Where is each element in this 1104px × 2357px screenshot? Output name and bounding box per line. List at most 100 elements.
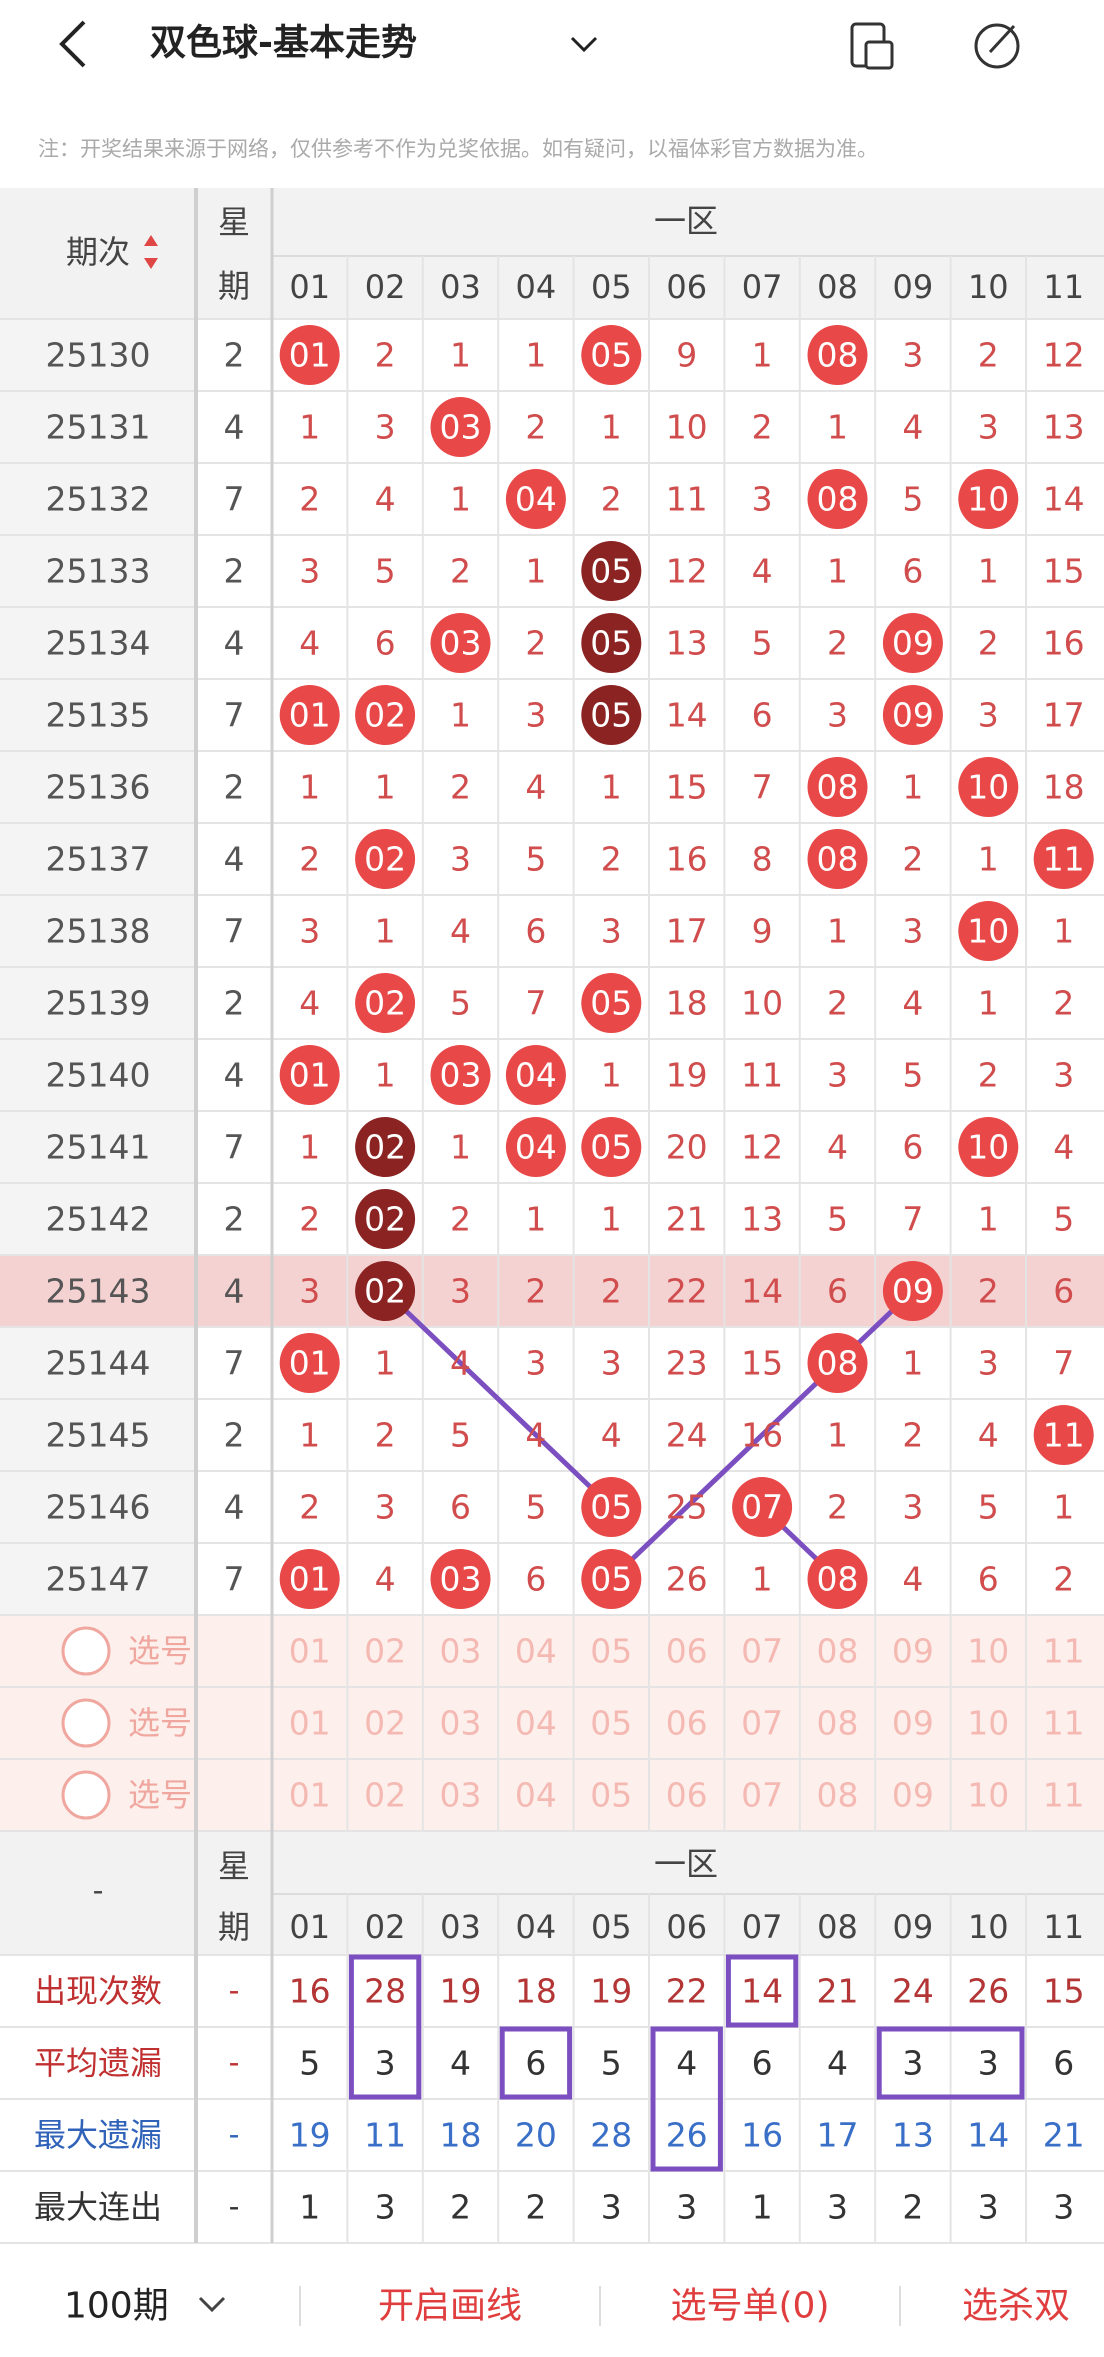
stats-value: 13 <box>892 2116 934 2155</box>
miss-count: 5 <box>525 840 546 879</box>
select-number[interactable]: 11 <box>1043 1776 1085 1815</box>
select-number[interactable]: 01 <box>289 1704 331 1743</box>
stats-value: 3 <box>601 2188 622 2227</box>
miss-count: 1 <box>752 1560 773 1599</box>
stats-column-label: 01 <box>289 1908 330 1946</box>
period: 25145 <box>46 1416 151 1455</box>
footer-button[interactable]: 开启画线 <box>378 2286 522 2327</box>
stats-column-label: 07 <box>742 1908 783 1946</box>
highlight-box <box>499 2026 573 2100</box>
weekday: 7 <box>224 696 245 735</box>
select-number[interactable]: 05 <box>590 1776 632 1815</box>
miss-count: 1 <box>601 768 622 807</box>
miss-count: 3 <box>299 1272 320 1311</box>
miss-count: 2 <box>1053 984 1074 1023</box>
miss-count: 6 <box>525 912 546 951</box>
select-number[interactable]: 02 <box>364 1704 406 1743</box>
select-number[interactable]: 04 <box>515 1776 557 1815</box>
stats-column-label: 05 <box>591 1908 632 1946</box>
select-number[interactable]: 11 <box>1043 1704 1085 1743</box>
select-radio[interactable] <box>61 1698 111 1748</box>
miss-count: 3 <box>525 696 546 735</box>
stats-label: 最大遗漏 <box>34 2116 162 2154</box>
select-number[interactable]: 08 <box>817 1632 859 1671</box>
miss-count: 6 <box>450 1488 471 1527</box>
column-label: 07 <box>742 268 783 306</box>
title-dropdown[interactable] <box>570 36 598 53</box>
stats-weekday: - <box>229 2190 240 2225</box>
miss-count: 1 <box>1053 912 1074 951</box>
select-number[interactable]: 08 <box>817 1776 859 1815</box>
ball <box>505 1045 566 1105</box>
stats-weekday: - <box>229 1974 240 2009</box>
ball <box>807 757 868 817</box>
select-number[interactable]: 06 <box>666 1704 708 1743</box>
select-number[interactable]: 09 <box>892 1704 934 1743</box>
column-label: 01 <box>289 268 330 306</box>
miss-count: 1 <box>978 840 999 879</box>
ball <box>958 757 1019 817</box>
select-label[interactable]: 选号 <box>128 1632 192 1670</box>
miss-count: 4 <box>902 408 923 447</box>
ball-number: 11 <box>1043 1416 1085 1455</box>
ball <box>430 1549 491 1609</box>
select-radio[interactable] <box>61 1770 111 1820</box>
weekday: 4 <box>224 1056 245 1095</box>
ball-number: 09 <box>892 624 934 663</box>
select-number[interactable]: 09 <box>892 1632 934 1671</box>
back-button[interactable] <box>59 20 86 68</box>
miss-count: 26 <box>666 1560 708 1599</box>
share-icon[interactable] <box>850 22 894 70</box>
miss-count: 2 <box>525 624 546 663</box>
edit-icon[interactable] <box>974 23 1020 69</box>
select-number[interactable]: 09 <box>892 1776 934 1815</box>
select-number[interactable]: 05 <box>590 1704 632 1743</box>
select-number[interactable]: 10 <box>967 1704 1009 1743</box>
trend-line <box>383 1289 614 1509</box>
select-number[interactable]: 01 <box>289 1776 331 1815</box>
select-number[interactable]: 07 <box>741 1776 783 1815</box>
miss-count: 5 <box>902 480 923 519</box>
period-dropdown[interactable] <box>198 2296 226 2313</box>
miss-count: 3 <box>978 696 999 735</box>
miss-count: 3 <box>1053 1056 1074 1095</box>
select-number[interactable]: 04 <box>515 1704 557 1743</box>
select-number[interactable]: 07 <box>741 1632 783 1671</box>
select-number[interactable]: 06 <box>666 1776 708 1815</box>
select-number[interactable]: 06 <box>666 1632 708 1671</box>
select-number[interactable]: 11 <box>1043 1632 1085 1671</box>
select-number[interactable]: 03 <box>440 1632 482 1671</box>
select-number[interactable]: 03 <box>440 1704 482 1743</box>
select-number[interactable]: 02 <box>364 1776 406 1815</box>
miss-count: 22 <box>666 1272 708 1311</box>
select-number[interactable]: 01 <box>289 1632 331 1671</box>
period: 25138 <box>46 912 151 951</box>
ball <box>807 469 868 529</box>
select-number[interactable]: 04 <box>515 1632 557 1671</box>
period-selector[interactable]: 100期 <box>64 2286 169 2327</box>
select-radio[interactable] <box>61 1626 111 1676</box>
miss-count: 1 <box>902 768 923 807</box>
miss-count: 5 <box>1053 1200 1074 1239</box>
ball-number: 08 <box>817 1344 859 1383</box>
ball <box>430 1045 491 1105</box>
select-number[interactable]: 10 <box>967 1776 1009 1815</box>
select-number[interactable]: 08 <box>817 1704 859 1743</box>
ball <box>581 325 642 385</box>
column-label: 11 <box>1043 268 1084 306</box>
footer-button[interactable]: 选杀双 <box>962 2286 1070 2327</box>
select-number[interactable]: 03 <box>440 1776 482 1815</box>
select-number[interactable]: 07 <box>741 1704 783 1743</box>
column-label: 10 <box>968 268 1009 306</box>
ball <box>279 685 340 745</box>
select-number[interactable]: 10 <box>967 1632 1009 1671</box>
period: 25136 <box>46 768 151 807</box>
period: 25135 <box>46 696 151 735</box>
select-label[interactable]: 选号 <box>128 1704 192 1742</box>
weekday: 2 <box>224 768 245 807</box>
select-label[interactable]: 选号 <box>128 1776 192 1814</box>
footer-button[interactable]: 选号单(0) <box>671 2286 830 2327</box>
select-number[interactable]: 02 <box>364 1632 406 1671</box>
column-label: 02 <box>365 268 406 306</box>
select-number[interactable]: 05 <box>590 1632 632 1671</box>
